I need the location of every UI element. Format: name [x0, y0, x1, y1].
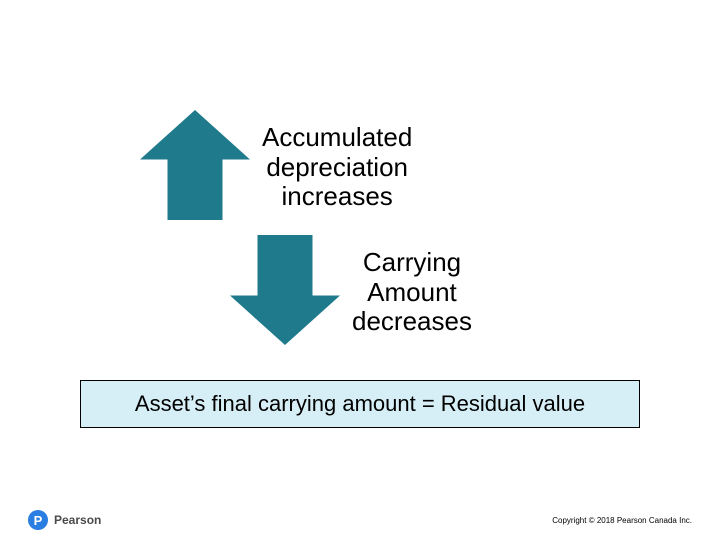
pearson-circle-icon: P: [28, 510, 48, 530]
row-carrying-amount: Carrying Amount decreases: [230, 235, 720, 350]
label-line: Carrying: [352, 248, 472, 278]
row-accumulated-depreciation: Accumulated depreciation increases: [140, 110, 720, 225]
pearson-p-letter: P: [34, 513, 43, 528]
formula-text: Asset’s final carrying amount = Residual…: [135, 391, 585, 416]
formula-box: Asset’s final carrying amount = Residual…: [80, 380, 640, 428]
label-line: decreases: [352, 307, 472, 337]
pearson-brand-text: Pearson: [54, 513, 101, 527]
label-carrying-amount: Carrying Amount decreases: [352, 248, 472, 338]
label-line: increases: [262, 182, 412, 212]
label-line: Amount: [352, 278, 472, 308]
down-arrow-shape: [230, 235, 340, 345]
up-arrow-shape: [140, 110, 250, 220]
label-line: depreciation: [262, 153, 412, 183]
pearson-logo: P Pearson: [28, 510, 101, 530]
diagram-content: Accumulated depreciation increases Carry…: [0, 110, 720, 360]
label-line: Accumulated: [262, 123, 412, 153]
copyright-text: Copyright © 2018 Pearson Canada Inc.: [552, 516, 692, 525]
label-accumulated-depreciation: Accumulated depreciation increases: [262, 123, 412, 213]
footer: P Pearson Copyright © 2018 Pearson Canad…: [0, 510, 720, 530]
up-arrow-icon: [140, 110, 250, 225]
down-arrow-icon: [230, 235, 340, 350]
